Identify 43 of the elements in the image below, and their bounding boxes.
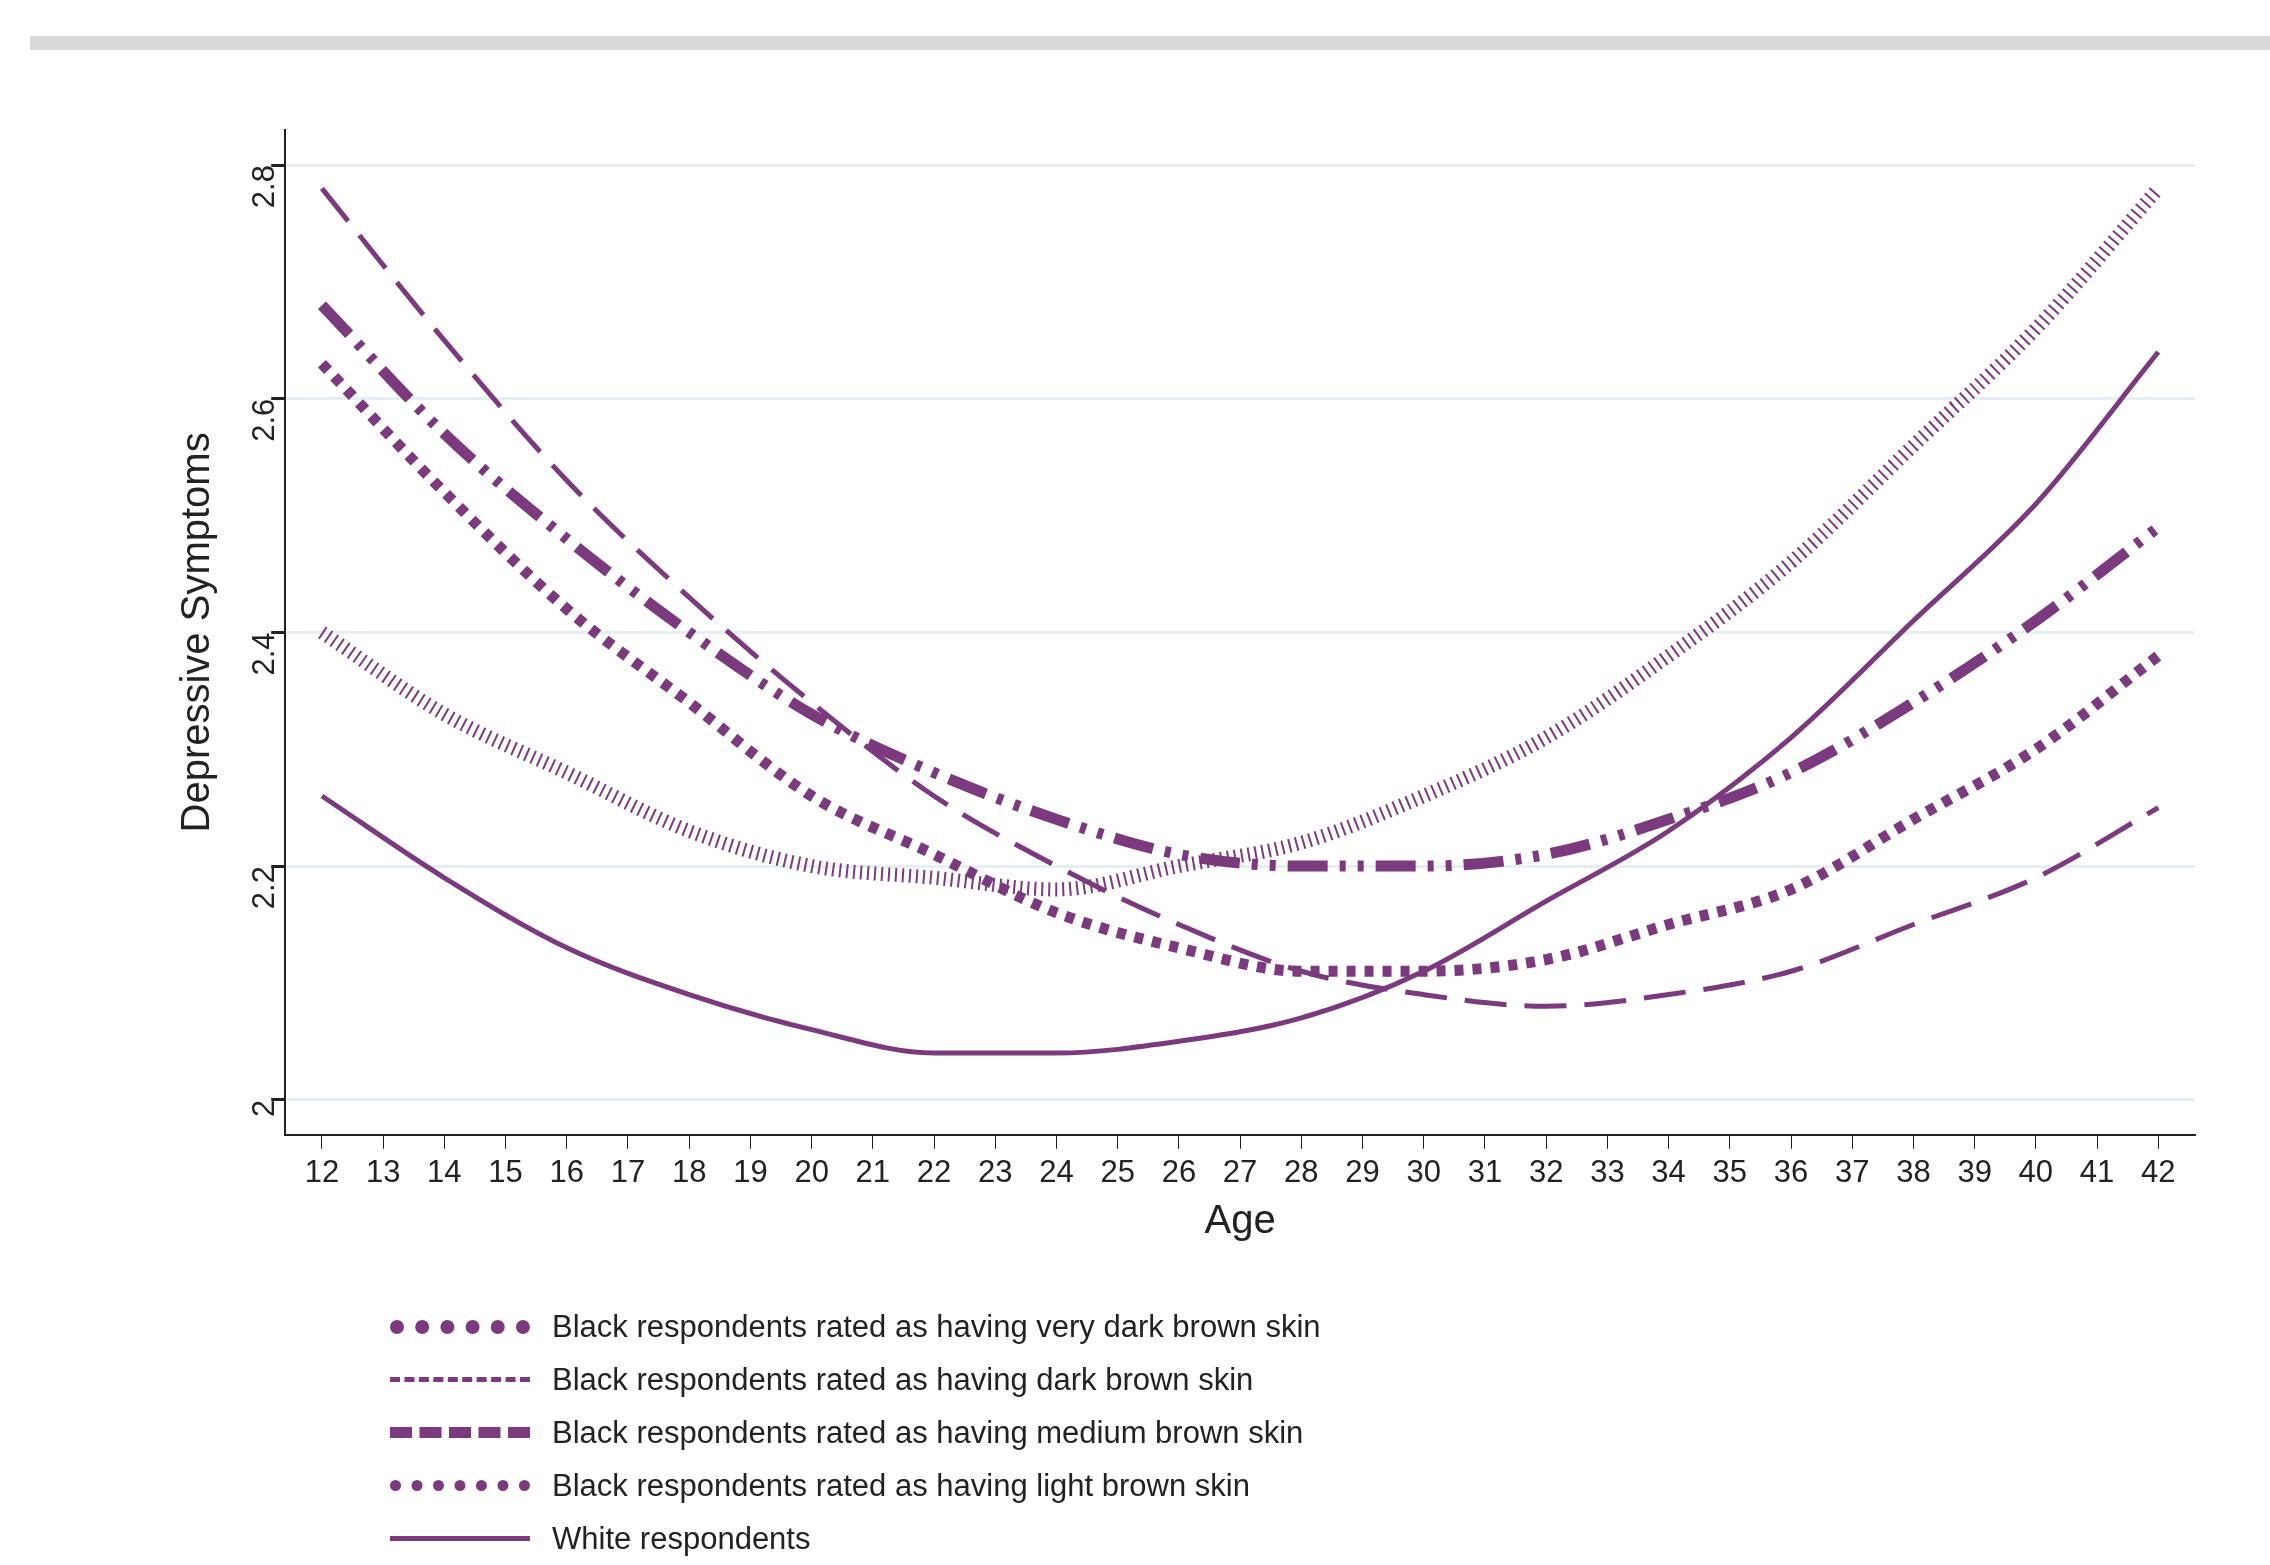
x-tick-label: 39 bbox=[1957, 1153, 1992, 1189]
x-tick-label: 15 bbox=[488, 1153, 523, 1189]
x-tick-label: 14 bbox=[427, 1153, 462, 1189]
x-tick-label: 36 bbox=[1773, 1153, 1809, 1189]
legend-label: Black respondents rated as having dark brown skin bbox=[552, 1361, 1254, 1398]
x-tick-label: 33 bbox=[1590, 1153, 1625, 1189]
y-tick-label: 2.6 bbox=[245, 398, 281, 442]
legend-label: White respondents bbox=[552, 1520, 811, 1557]
legend-label: Black respondents rated as having medium brown skin bbox=[552, 1414, 1304, 1451]
y-tick-label: 2.2 bbox=[245, 866, 281, 910]
x-tick-label: 18 bbox=[671, 1153, 707, 1189]
x-tick-label: 40 bbox=[2018, 1153, 2054, 1189]
x-axis-title: Age bbox=[1204, 1197, 1276, 1242]
x-tick-label: 38 bbox=[1896, 1153, 1931, 1189]
x-tick-label: 22 bbox=[916, 1153, 952, 1189]
x-tick-label: 41 bbox=[2079, 1153, 2115, 1189]
x-tick-label: 25 bbox=[1100, 1153, 1135, 1189]
x-tick-label: 30 bbox=[1406, 1153, 1441, 1189]
x-tick-label: 12 bbox=[304, 1153, 340, 1189]
x-tick-label: 34 bbox=[1651, 1153, 1686, 1189]
x-tick-label: 26 bbox=[1161, 1153, 1197, 1189]
x-tick-label: 37 bbox=[1834, 1153, 1870, 1189]
x-tick-label: 31 bbox=[1467, 1153, 1503, 1189]
x-tick-label: 42 bbox=[2141, 1153, 2176, 1189]
x-tick-label: 35 bbox=[1712, 1153, 1748, 1189]
x-tick-label: 21 bbox=[855, 1153, 891, 1189]
y-axis-title: Depressive Symptoms bbox=[173, 432, 218, 833]
x-tick-label: 16 bbox=[549, 1153, 585, 1189]
x-tick-label: 29 bbox=[1345, 1153, 1380, 1189]
x-tick-label: 20 bbox=[794, 1153, 829, 1189]
y-tick-label: 2 bbox=[245, 1099, 281, 1117]
x-tick-label: 23 bbox=[978, 1153, 1013, 1189]
legend-label: Black respondents rated as having very dark brown skin bbox=[552, 1308, 1321, 1345]
x-tick-label: 13 bbox=[365, 1153, 401, 1189]
x-tick-label: 27 bbox=[1222, 1153, 1258, 1189]
x-tick-label: 19 bbox=[733, 1153, 768, 1189]
legend-label: Black respondents rated as having light brown skin bbox=[552, 1467, 1250, 1504]
x-tick-label: 17 bbox=[610, 1153, 646, 1189]
x-tick-label: 32 bbox=[1528, 1153, 1564, 1189]
x-tick-label: 28 bbox=[1284, 1153, 1319, 1189]
x-tick-label: 24 bbox=[1039, 1153, 1074, 1189]
y-tick-label: 2.4 bbox=[245, 632, 281, 676]
y-tick-label: 2.8 bbox=[245, 165, 281, 209]
